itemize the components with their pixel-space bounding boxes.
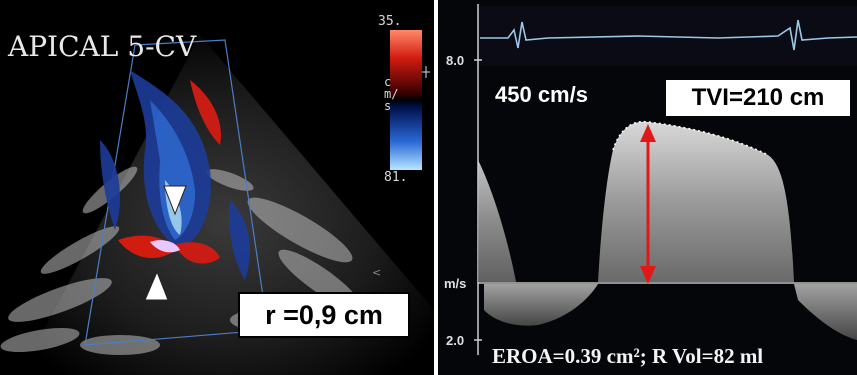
eroa-summary: EROA=0.39 cm²; R Vol=82 ml <box>492 344 764 368</box>
cw-doppler-panel: 8.0 m/s 2.0 450 cm/s TVI=210 cm EROA=0.3… <box>438 0 857 375</box>
svg-text:<: < <box>372 266 381 279</box>
view-label: APICAL 5-CV <box>8 30 197 63</box>
tick-mid: m/s <box>444 276 467 291</box>
tvi-label: TVI=210 cm <box>666 80 850 116</box>
color-scale-unit: cm/s <box>384 75 399 113</box>
peak-velocity: 450 cm/s <box>495 82 588 107</box>
color-scale-bar <box>390 30 422 170</box>
echo-image: < <box>0 30 434 375</box>
color-scale-top-value: 35. <box>378 14 402 29</box>
tick-bottom: 2.0 <box>446 333 465 348</box>
radius-label: r =0,9 cm <box>238 292 410 338</box>
arrowhead-top <box>163 185 187 216</box>
envelope-trace <box>612 120 769 156</box>
ecg-trace <box>480 19 857 51</box>
tick-top: 8.0 <box>446 53 465 68</box>
doppler-spectrum <box>474 4 857 355</box>
color-scale-bottom-value: 81. <box>384 170 408 185</box>
color-doppler-panel: < APICAL 5-CV 35. cm/s 81. r =0,9 cm <box>0 0 434 375</box>
mr-envelope <box>598 121 794 282</box>
arrowhead-bottom <box>144 270 169 301</box>
